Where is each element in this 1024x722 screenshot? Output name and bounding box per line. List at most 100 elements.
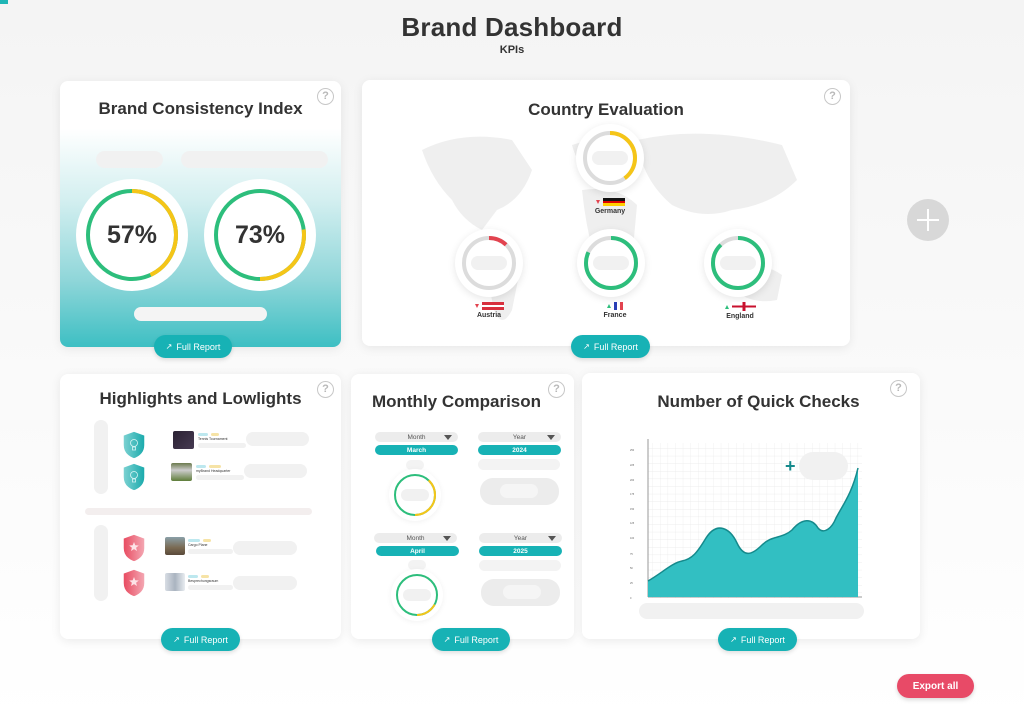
add-widget-button[interactable] [907, 199, 949, 241]
thumbnail-image [165, 537, 185, 555]
tag [211, 433, 219, 436]
button-label: Full Report [593, 341, 638, 352]
placeholder-pill [134, 307, 267, 321]
button-label: Full Report [454, 634, 499, 645]
svg-text:125: 125 [630, 522, 635, 525]
placeholder-pill [593, 256, 629, 270]
trend-down-icon [474, 304, 479, 308]
full-report-button[interactable]: ↗ Full Report [154, 335, 232, 358]
country-gauge-germany[interactable] [576, 124, 644, 192]
country-label-austria: Austria [459, 302, 519, 319]
gauge-value: 57% [106, 220, 158, 249]
gauge-ring-icon [396, 574, 438, 616]
external-link-icon: ↗ [583, 342, 590, 351]
card-title: Monthly Comparison [371, 392, 542, 411]
full-report-button[interactable]: ↗ Full Report [432, 628, 510, 651]
tag [209, 465, 221, 468]
help-icon[interactable]: ? [317, 88, 334, 105]
plus-icon: + [785, 456, 796, 476]
month-select[interactable]: Month [374, 533, 457, 543]
country-gauge-austria[interactable] [455, 229, 523, 297]
tag [203, 539, 211, 542]
placeholder-pill [471, 256, 507, 270]
highlight-item[interactable]: myBrand Headquarter [171, 463, 308, 487]
help-icon[interactable]: ? [890, 380, 907, 397]
full-report-button[interactable]: ↗ Full Report [161, 628, 240, 651]
country-gauge-england[interactable] [704, 229, 772, 297]
selected-month[interactable]: March [375, 445, 458, 455]
help-icon[interactable]: ? [548, 381, 565, 398]
dropdown-arrow-icon [547, 435, 555, 440]
gauge-ring-icon [584, 236, 638, 290]
thumbnail-image [165, 573, 185, 591]
card-title: Number of Quick Checks [657, 392, 860, 411]
lightbulb-shield-icon [122, 462, 146, 492]
country-gauge-france[interactable] [577, 229, 645, 297]
star-shield-icon [122, 533, 146, 563]
dropdown-arrow-icon [548, 536, 556, 541]
trend-down-icon [595, 200, 600, 204]
quick-checks-area-chart: 0 25 50 75 100 125 150 175 200 225 250 [630, 439, 862, 600]
full-report-button[interactable]: ↗ Full Report [571, 335, 650, 358]
divider [85, 508, 312, 515]
thumbnail-image [173, 431, 194, 449]
svg-text:0: 0 [630, 597, 632, 600]
selected-month[interactable]: April [376, 546, 459, 556]
quick-checks-card: Number of Quick Checks ? 0 25 50 75 100 … [582, 373, 920, 639]
year-select[interactable]: Year [479, 533, 562, 543]
country-label-france: France [585, 302, 645, 319]
export-all-button[interactable]: Export all [897, 674, 974, 698]
placeholder-pill [592, 151, 628, 165]
austria-flag-icon [481, 302, 504, 311]
country-label-england: England [710, 302, 770, 320]
selected-year[interactable]: 2024 [478, 445, 561, 455]
gauge-ring-icon [462, 236, 516, 290]
trend-up-icon [724, 304, 729, 309]
svg-text:50: 50 [630, 567, 633, 570]
full-report-button[interactable]: ↗ Full Report [718, 628, 797, 651]
thumbnail-image [171, 463, 192, 481]
tag [196, 465, 206, 468]
card-title: Highlights and Lowlights [99, 389, 302, 408]
card-title: Country Evaluation [528, 100, 684, 119]
lowlight-bar [94, 525, 108, 601]
monthly-comparison-card: Monthly Comparison ? Month Year March 20… [351, 374, 574, 639]
dropdown-arrow-icon [444, 435, 452, 440]
svg-text:225: 225 [630, 464, 635, 467]
svg-text:175: 175 [630, 493, 635, 496]
svg-text:100: 100 [630, 537, 635, 540]
trend-up-icon [607, 304, 611, 308]
lowlight-item[interactable]: Besprechungsraum [165, 573, 300, 597]
dropdown-arrow-icon [443, 536, 451, 541]
month-select[interactable]: Month [375, 432, 458, 442]
svg-text:150: 150 [630, 508, 635, 511]
page-header: Brand Dashboard KPIs [0, 12, 1024, 56]
selected-year[interactable]: 2025 [479, 546, 562, 556]
external-link-icon: ↗ [730, 635, 737, 644]
gauge-ring-icon [214, 189, 306, 281]
gauge-value: 73% [234, 220, 286, 249]
tag [201, 575, 209, 578]
star-shield-icon [122, 568, 146, 598]
placeholder-pill [720, 256, 756, 270]
year-select[interactable]: Year [478, 432, 561, 442]
help-icon[interactable]: ? [317, 381, 334, 398]
external-link-icon: ↗ [173, 635, 180, 644]
highlight-item[interactable]: Tennis Tournament [173, 431, 309, 455]
france-flag-icon [614, 302, 623, 310]
tag [188, 575, 198, 578]
page-title: Brand Dashboard [401, 12, 623, 42]
gauge-ring-icon [583, 131, 637, 185]
month-gauge [389, 469, 441, 521]
placeholder-pill [96, 151, 163, 168]
month-gauge [391, 569, 443, 621]
svg-text:25: 25 [630, 582, 633, 585]
help-icon[interactable]: ? [824, 88, 841, 105]
gauge-73: 73% [204, 179, 316, 291]
country-label-germany: Germany [580, 198, 640, 215]
lightbulb-shield-icon [122, 430, 146, 460]
card-title: Brand Consistency Index [98, 99, 303, 118]
lowlight-item[interactable]: Cargo Plane [165, 537, 300, 561]
button-label: Full Report [176, 341, 221, 352]
gauge-57: 57% [76, 179, 188, 291]
